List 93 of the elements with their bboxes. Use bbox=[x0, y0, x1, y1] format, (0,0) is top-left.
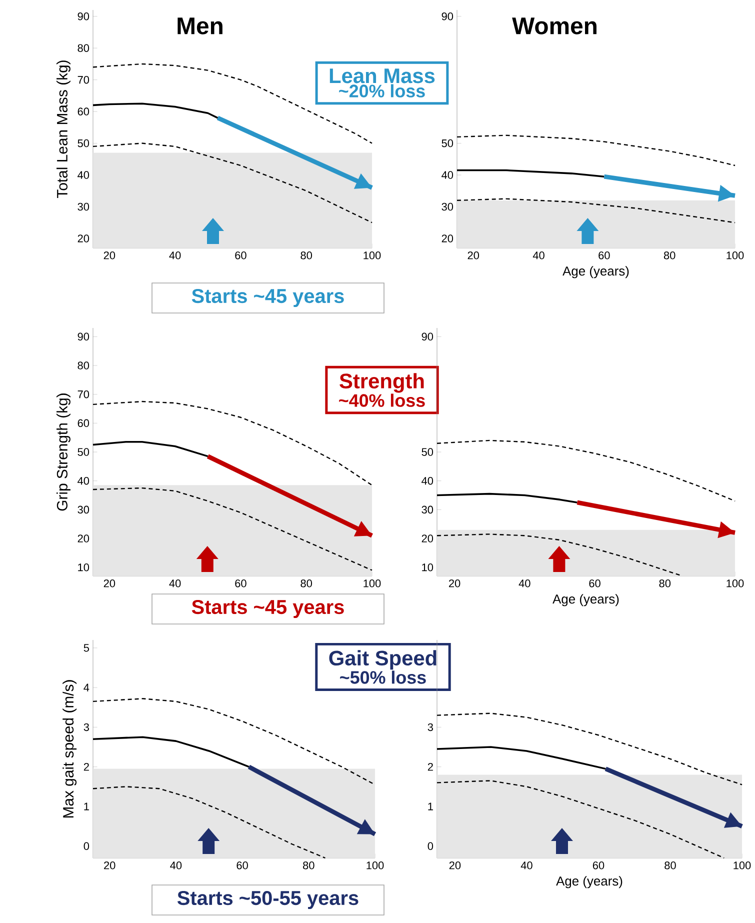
y-tick-label: 40 bbox=[442, 171, 454, 179]
line-series bbox=[436, 440, 736, 502]
y-tick-label: 90 bbox=[422, 332, 434, 341]
y-axis-title: Total Lean Mass (kg) bbox=[56, 60, 70, 198]
y-tick-label: 90 bbox=[442, 12, 454, 20]
x-tick-label: 100 bbox=[734, 862, 751, 870]
x-tick-label: 20 bbox=[468, 252, 480, 260]
x-tick-label: 20 bbox=[104, 862, 116, 870]
line-series bbox=[92, 736, 250, 768]
x-tick-label: 40 bbox=[532, 252, 544, 260]
y-tick-label: 5 bbox=[84, 644, 90, 652]
text: Starts ~50-55 years bbox=[177, 890, 358, 910]
x-tick-label: 40 bbox=[170, 862, 182, 870]
y-tick-label: 80 bbox=[78, 44, 90, 52]
x-tick-label: 80 bbox=[659, 580, 671, 588]
x-tick-label: 20 bbox=[104, 580, 116, 588]
y-tick-label: 0 bbox=[428, 842, 434, 850]
y-tick-label: 50 bbox=[442, 139, 454, 148]
x-axis-title: Age (years) bbox=[562, 266, 629, 278]
y-tick-label: 90 bbox=[78, 12, 90, 20]
x-tick-label: 20 bbox=[448, 580, 460, 588]
y-tick-label: 3 bbox=[428, 723, 433, 732]
x-tick-label: 40 bbox=[169, 252, 181, 260]
x-tick-label: 100 bbox=[364, 252, 381, 260]
line-series bbox=[92, 441, 209, 458]
y-tick-label: 0 bbox=[84, 842, 90, 850]
x-tick-label: 40 bbox=[518, 580, 530, 588]
x-tick-label: 80 bbox=[300, 580, 312, 588]
y-tick-label: 70 bbox=[78, 390, 90, 398]
y-tick-label: 2 bbox=[84, 763, 89, 771]
y-tick-label: 40 bbox=[422, 476, 434, 485]
x-tick-label: 60 bbox=[589, 580, 600, 588]
line-series bbox=[92, 102, 219, 119]
x-tick-label: 20 bbox=[449, 862, 461, 870]
y-tick-label: 40 bbox=[78, 171, 90, 179]
x-tick-label: 20 bbox=[104, 252, 116, 260]
y-tick-label: 20 bbox=[78, 234, 90, 242]
y-tick-label: 30 bbox=[422, 506, 434, 514]
y-tick-label: 20 bbox=[422, 534, 434, 542]
y-tick-label: 30 bbox=[78, 506, 90, 514]
x-tick-label: 60 bbox=[236, 862, 248, 870]
x-tick-label: 80 bbox=[664, 252, 676, 260]
y-tick-label: 20 bbox=[442, 234, 454, 242]
y-tick-label: 50 bbox=[78, 139, 90, 148]
x-tick-label: 60 bbox=[592, 862, 604, 870]
annotation: ~20% loss bbox=[339, 84, 425, 98]
y-tick-label: 10 bbox=[422, 563, 434, 572]
annotation: ~40% loss bbox=[339, 394, 425, 407]
x-tick-label: 60 bbox=[598, 252, 610, 260]
text: Starts ~45 years bbox=[192, 288, 344, 308]
annotation: Strength bbox=[340, 373, 424, 393]
y-tick-label: 30 bbox=[442, 202, 454, 211]
text: Starts ~45 years bbox=[192, 600, 344, 618]
line-series bbox=[436, 746, 607, 770]
x-tick-label: 80 bbox=[300, 252, 312, 260]
y-tick-label: 60 bbox=[78, 419, 90, 428]
x-tick-label: 100 bbox=[726, 252, 744, 260]
x-tick-label: 80 bbox=[664, 862, 676, 870]
y-axis-title: Grip Strength (kg) bbox=[56, 394, 70, 511]
y-tick-label: 10 bbox=[78, 563, 90, 572]
line-series bbox=[92, 142, 373, 224]
y-tick-label: 80 bbox=[78, 362, 90, 370]
chart-title: Women bbox=[512, 18, 596, 34]
y-tick-label: 70 bbox=[78, 76, 90, 84]
y-tick-label: 4 bbox=[84, 684, 90, 692]
y-tick-label: 2 bbox=[428, 763, 433, 771]
y-tick-label: 50 bbox=[422, 448, 434, 456]
line-series bbox=[92, 786, 326, 859]
y-tick-label: 1 bbox=[84, 802, 89, 810]
y-tick-label: 60 bbox=[78, 108, 90, 116]
x-tick-label: 100 bbox=[726, 580, 744, 588]
chart-title: Men bbox=[178, 18, 222, 34]
y-tick-label: 40 bbox=[78, 476, 90, 485]
x-axis-title: Age (years) bbox=[556, 876, 622, 888]
annotation: ~50% loss bbox=[340, 670, 426, 684]
y-tick-label: 30 bbox=[78, 202, 90, 211]
x-axis-title: Age (years) bbox=[552, 594, 619, 606]
annotation: Gait Speed bbox=[329, 650, 436, 670]
x-tick-label: 100 bbox=[364, 580, 381, 588]
y-axis-title: Max gait speed (m/s) bbox=[62, 680, 77, 818]
y-tick-label: 20 bbox=[78, 534, 90, 542]
y-tick-label: 50 bbox=[78, 448, 90, 456]
x-tick-label: 60 bbox=[235, 580, 246, 588]
x-tick-label: 40 bbox=[520, 862, 532, 870]
x-tick-label: 40 bbox=[169, 580, 181, 588]
y-tick-label: 1 bbox=[428, 802, 433, 810]
y-tick-label: 3 bbox=[84, 723, 89, 732]
x-tick-label: 60 bbox=[235, 252, 246, 260]
annotation: Lean Mass bbox=[330, 68, 435, 84]
y-tick-label: 90 bbox=[78, 332, 90, 341]
x-tick-label: 100 bbox=[366, 862, 384, 870]
x-tick-label: 80 bbox=[303, 862, 314, 870]
line-series bbox=[436, 492, 578, 504]
